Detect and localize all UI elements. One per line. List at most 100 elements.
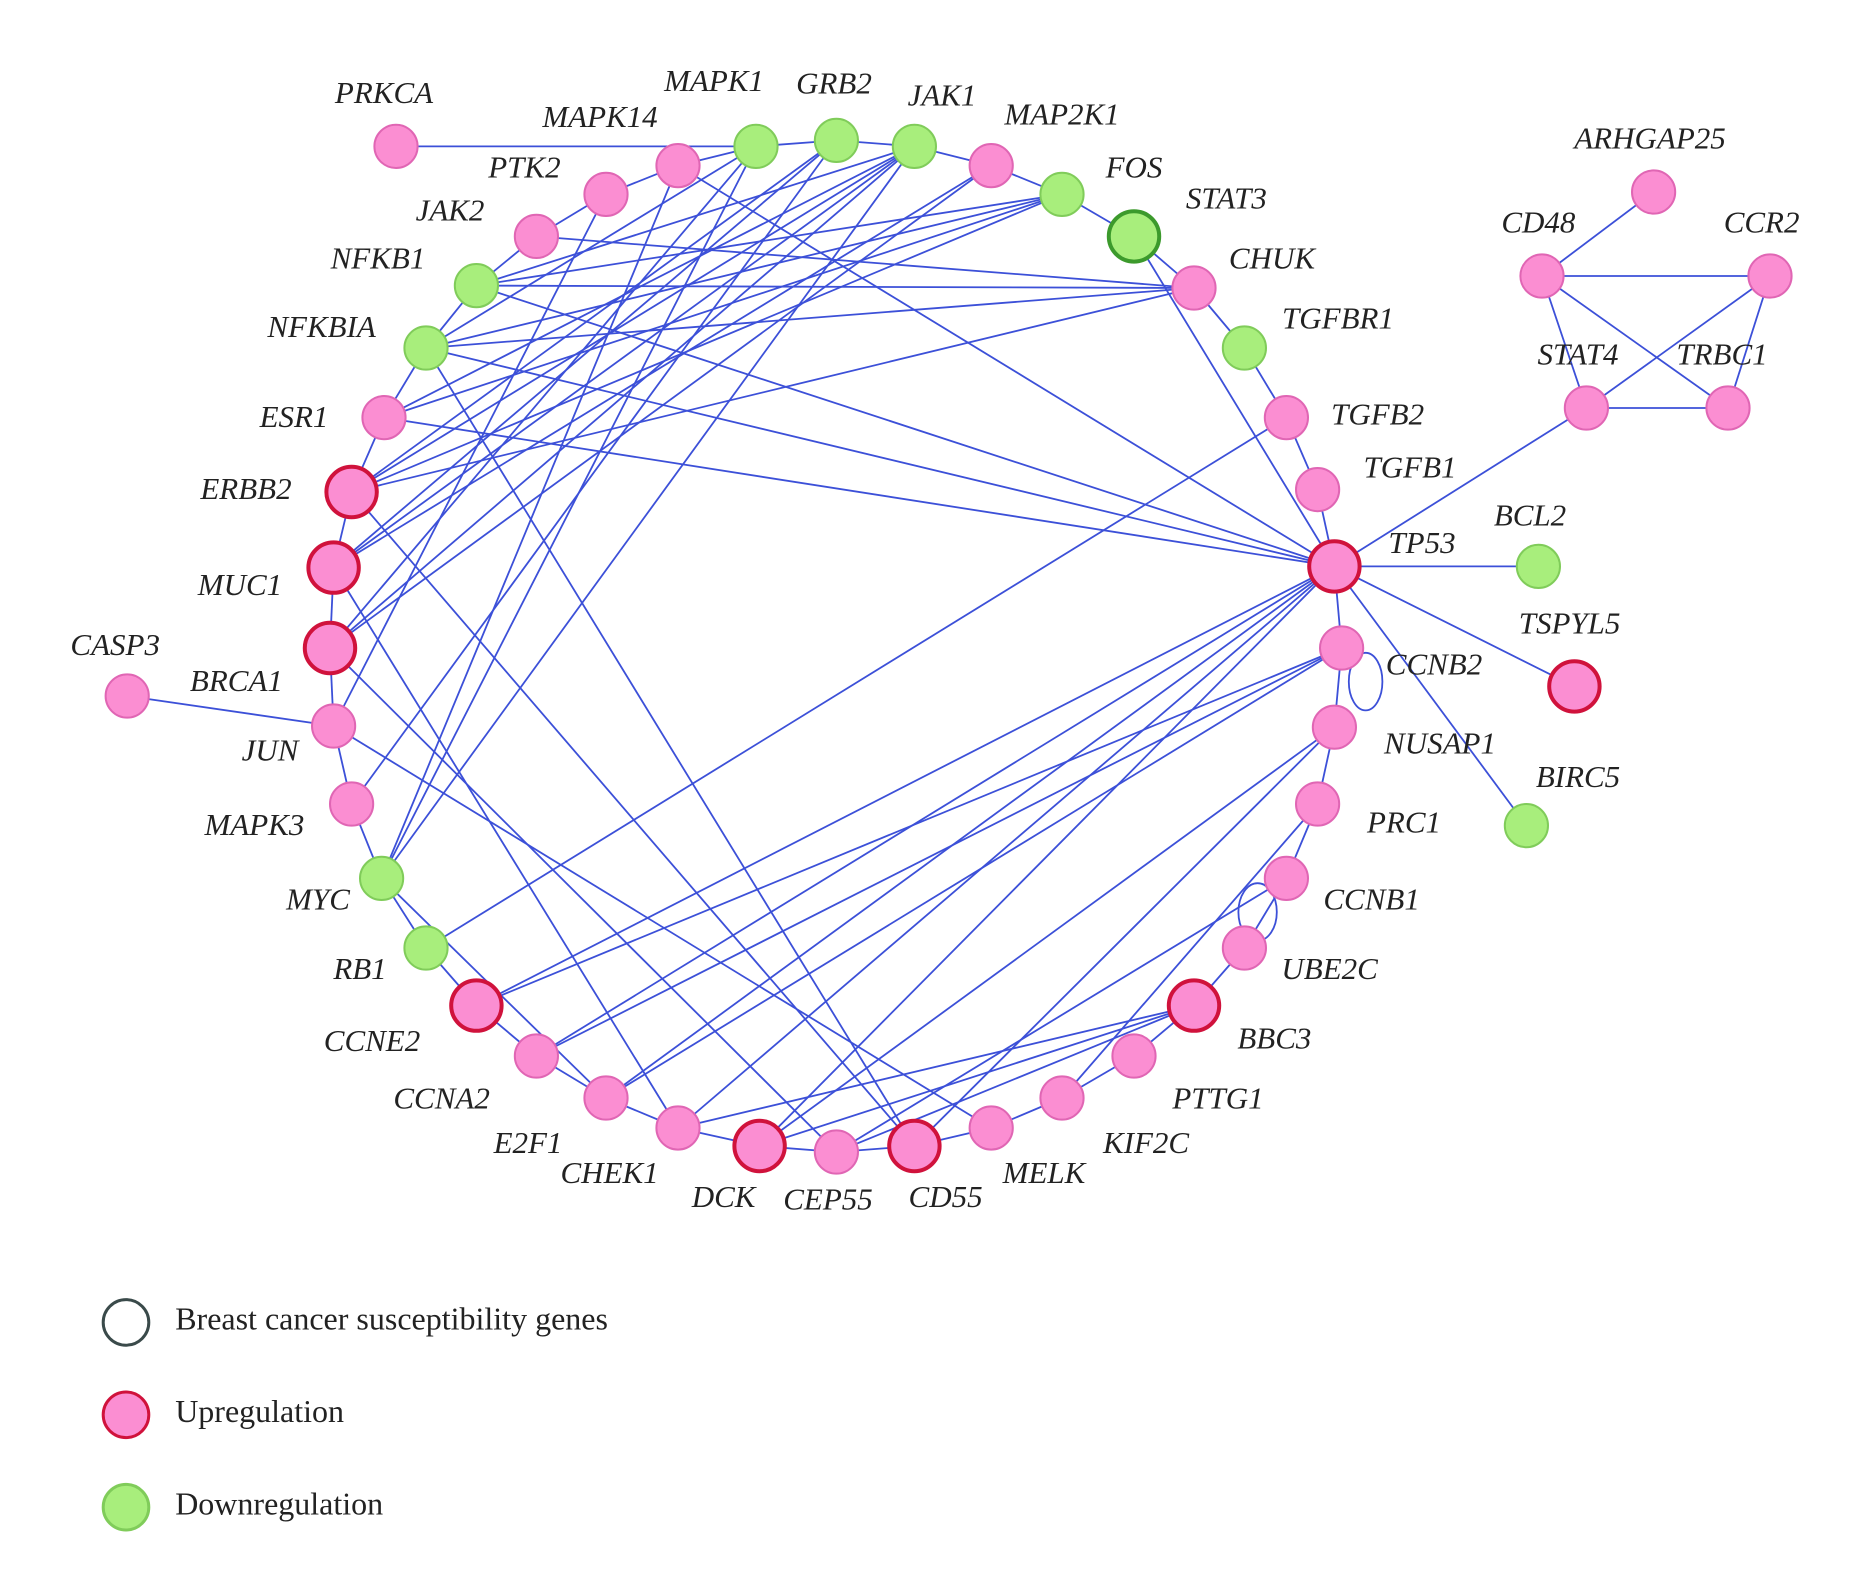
edge [1333,407,1587,568]
node [373,123,419,169]
node [887,1118,942,1174]
edge [329,647,838,1153]
legend-label: Breast cancer susceptibility genes [175,1301,608,1337]
node-label: FOS [1105,150,1163,185]
edge [476,145,915,287]
node [1547,659,1602,714]
edges [127,139,1771,1153]
edge [835,877,1287,1153]
edge [333,145,915,569]
edge [383,145,915,419]
edge [425,347,916,1147]
node-label: MAP2K1 [1003,97,1119,132]
node-label: RB1 [332,951,386,986]
edge [425,145,757,349]
edge [475,565,1335,1007]
node [1171,265,1217,311]
edge [425,287,1195,349]
node [1319,625,1365,671]
node-label: CASP3 [70,627,160,662]
node [1631,169,1677,215]
node [655,1105,701,1151]
node [1221,925,1268,971]
node [1039,171,1085,217]
legend-marker [101,1482,151,1532]
edge [677,565,1335,1129]
node-label: TP53 [1388,525,1455,560]
node-label: TGFB2 [1331,397,1424,432]
node-label: DCK [691,1179,758,1214]
edge [1133,235,1336,567]
edge [476,284,1335,568]
node-label: CEP55 [783,1182,873,1217]
node [813,117,860,163]
edge [383,193,1063,419]
node-label: CCNB1 [1323,882,1419,917]
node [732,1118,787,1174]
edge [333,139,837,569]
node-label: MUC1 [197,567,282,602]
node-label: UBE2C [1281,951,1378,986]
node [1563,385,1610,431]
node-label: NUSAP1 [1383,726,1496,761]
edge [380,165,679,879]
edge [351,193,1063,493]
node-label: E2F1 [493,1125,563,1160]
node-label: BBC3 [1237,1021,1311,1056]
node-label: CCNA2 [393,1081,489,1116]
node [655,143,701,189]
edge [758,565,1336,1147]
edge [329,164,992,649]
node-label: TGFBR1 [1282,301,1394,336]
node [1263,395,1310,441]
node-label: CHEK1 [561,1155,659,1190]
node [403,925,449,971]
edge [535,565,1335,1057]
edge [1727,275,1771,409]
node-label: CD48 [1501,205,1576,240]
legend-marker [101,1298,151,1347]
node-label: CD55 [909,1179,983,1214]
node-label: CCNE2 [324,1023,420,1058]
legend-label: Upregulation [175,1393,344,1429]
node-label: ESR1 [259,399,329,434]
node [813,1129,860,1175]
edge [476,193,1063,287]
node-label: MELK [1002,1155,1088,1190]
node-label: STAT4 [1538,337,1619,372]
edge [1333,565,1528,827]
edge [333,164,992,569]
edge [380,145,916,879]
node [361,395,407,441]
edge [913,726,1336,1147]
self-loop [1347,651,1384,712]
edge [605,565,1335,1099]
edge [1061,803,1319,1099]
legend-label: Downregulation [175,1486,383,1522]
edge [350,491,916,1147]
node [513,1033,560,1079]
node [403,325,449,371]
node [311,703,357,749]
node-label: KIF2C [1102,1125,1189,1160]
node-label: NFKBIA [266,309,377,344]
edge [380,145,757,879]
node-label: BRCA1 [190,663,283,698]
node-label: PRKCA [334,75,434,110]
node-label: CCNB2 [1386,646,1482,681]
node [513,213,560,259]
edge [333,725,992,1129]
node [968,143,1014,189]
node-label: ERBB2 [199,471,291,506]
legend-marker [101,1390,151,1440]
node-label: GRB2 [796,66,872,101]
node [1111,1033,1157,1079]
node-label: NFKB1 [330,241,426,276]
node [968,1105,1014,1151]
edge [425,416,1287,949]
edge [425,347,1335,568]
node-label: MAPK1 [663,63,764,98]
node-label: ARHGAP25 [1572,121,1726,156]
node [1295,467,1341,513]
